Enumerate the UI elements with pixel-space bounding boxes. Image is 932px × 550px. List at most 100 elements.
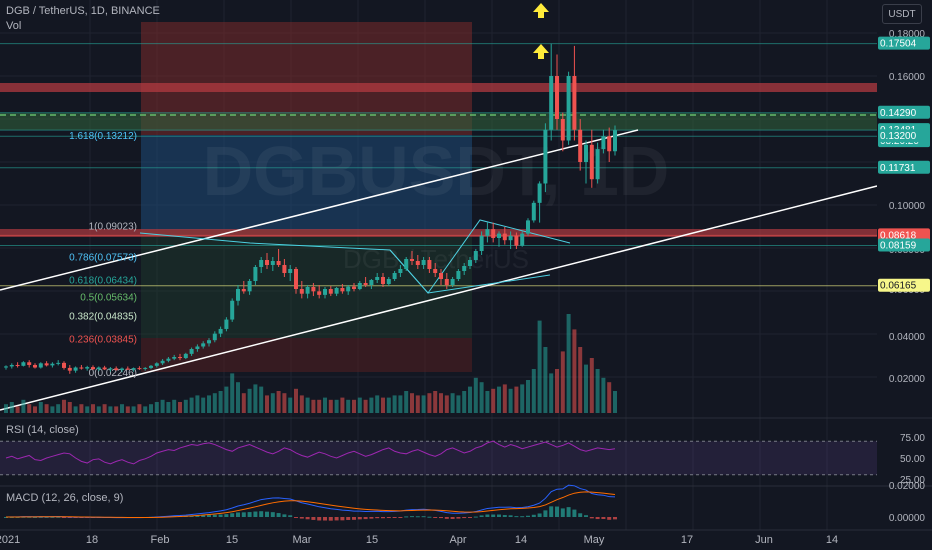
price-axis [877,0,932,550]
volume-bar [473,377,478,413]
volume-bar [50,406,55,413]
candle-body [120,368,124,371]
candle-body [317,291,322,295]
candle-body [288,269,293,273]
volume-bar [502,384,507,413]
volume-bar [613,391,617,413]
volume-bar [212,393,217,413]
fib-zone [141,230,472,338]
channel-lower [0,185,878,411]
candle-body [183,353,188,359]
volume-bar [143,406,148,413]
macd-histogram-bar [218,514,223,517]
candle-body [497,233,501,238]
candle-body [352,286,356,289]
macd-histogram-bar [346,517,351,520]
volume-bar [27,404,32,413]
candle-body [375,277,380,280]
macd-histogram-bar [444,517,449,519]
rsi-line [5,440,616,465]
macd-histogram-bar [497,514,501,517]
resistance-band-low [0,229,877,237]
macd-histogram-bar [282,514,287,517]
volume-label: Vol [6,20,22,32]
candle-body [299,289,304,294]
currency-button[interactable]: USDT [882,4,922,24]
candle-body [27,362,32,365]
volume-bar [369,397,374,413]
macd-histogram-bar [230,513,235,517]
signal-line [5,491,616,519]
rsi-tick-label: 75.00 [900,433,925,444]
macd-histogram-bar [381,517,385,519]
macd-tick-label: 0.02000 [889,481,926,492]
volume-bar [462,391,467,413]
candle-body [340,288,345,292]
macd-histogram-bar [613,517,617,520]
channel-upper [0,129,639,291]
volume-bar [352,399,356,413]
candle-body [386,279,391,284]
volume-bar [160,399,165,413]
volume-bar [178,402,182,413]
macd-histogram-bar [44,516,49,518]
rsi-tick-label: 25.00 [900,475,925,486]
volume-bar [589,358,594,413]
volume-bar [607,382,612,413]
candle-body [450,279,455,285]
candle-body [73,367,78,371]
volume-bar [450,393,455,413]
candle-body [207,340,211,344]
macd-histogram-bar [555,506,559,517]
macd-histogram-bar [421,516,426,518]
macd-histogram-bar [386,517,391,519]
candle-body [201,343,206,347]
macd-histogram-bar [328,517,333,521]
rsi-band [0,441,877,475]
candle-body [415,261,420,265]
candle-body [555,76,559,119]
candle-body [224,319,229,329]
candle-body [433,269,438,273]
volume-bar [201,397,206,413]
volume-bar [288,397,293,413]
volume-bar [578,347,583,413]
candle-body [473,251,478,260]
macd-tick-label: 0.00000 [889,513,926,524]
candle-body [572,76,577,130]
macd-histogram-bar [410,516,414,518]
volume-bar [38,402,43,413]
macd-histogram-bar [415,516,420,518]
volume-bar [410,393,414,413]
volume-bar [468,386,472,413]
candle-body [137,368,142,370]
candle-body [421,260,426,265]
volume-bar [305,397,310,413]
macd-label: MACD (12, 26, close, 9) [6,492,124,504]
x-tick-label: 18 [86,534,98,546]
volume-bar [282,393,287,413]
macd-histogram-bar [450,517,455,519]
volume-bar [584,364,588,413]
price-tag [878,105,930,119]
candle-body [178,357,182,359]
macd-histogram-bar [288,515,293,517]
macd-histogram-bar [560,508,565,517]
macd-histogram-bar [601,517,606,520]
candle-body [108,368,113,370]
macd-histogram-bar [607,517,612,520]
candle-body [270,261,275,265]
candle-body [392,273,397,279]
macd-histogram-bar [485,514,490,517]
macd-histogram-bar [241,512,246,517]
macd-histogram-bar [375,517,380,519]
candle-body [253,267,258,281]
volume-bar [230,373,235,413]
candle-body [462,266,467,271]
volume-bar [149,404,153,413]
price-tag [878,238,930,252]
macd-histogram-bar [514,516,519,518]
macd-histogram-bar [537,513,542,517]
up-arrow-icon [533,3,549,18]
